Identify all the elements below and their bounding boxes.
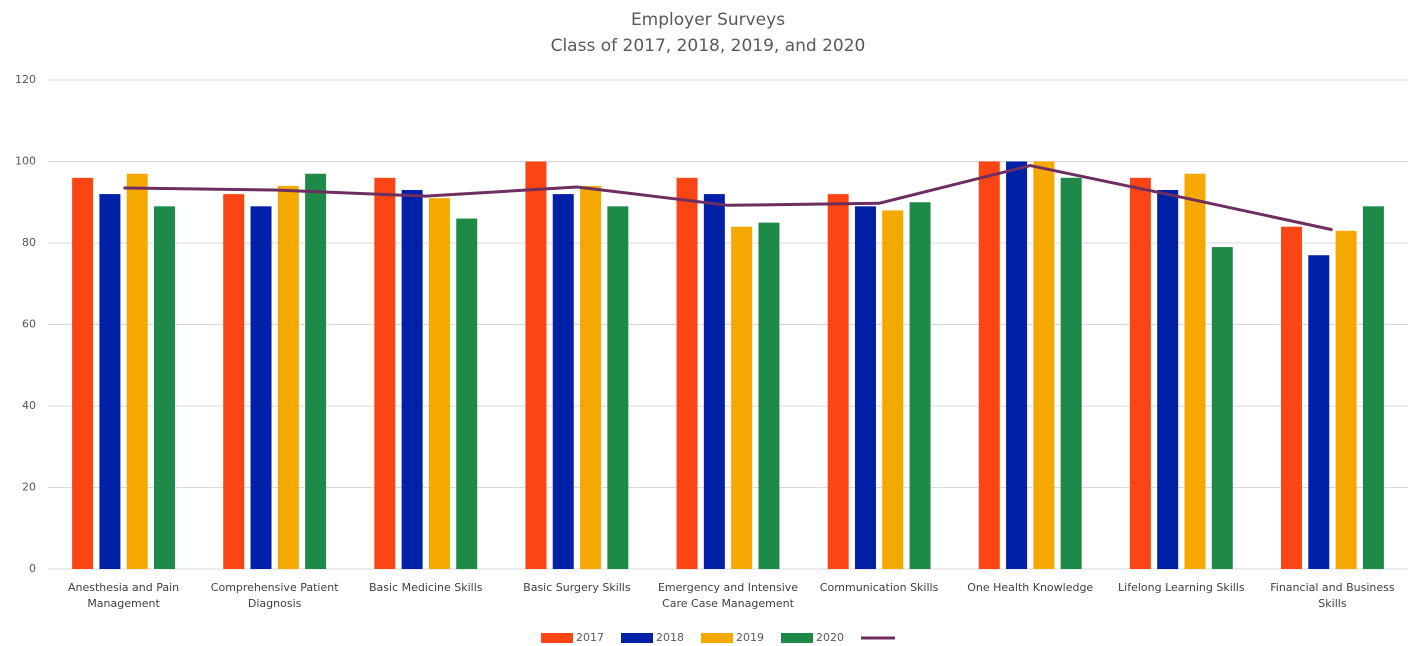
bar [978,161,1000,569]
bar [126,173,148,569]
bar [305,173,327,569]
x-tick-label: One Health Knowledge [967,581,1094,594]
y-tick-label: 0 [29,562,36,575]
bar [456,218,478,570]
x-tick-label: Basic Medicine Skills [369,581,483,594]
bar [277,185,299,569]
bar [1335,230,1357,569]
x-tick-label: Communication Skills [819,581,939,594]
bar [1060,177,1082,570]
y-tick-label: 40 [22,399,36,412]
x-tick-label: Anesthesia and Pain Management [67,581,180,610]
bar [1184,173,1206,569]
bar [1308,255,1330,569]
bar [72,177,94,570]
bar [154,206,176,569]
bar [223,194,245,569]
y-tick-label: 120 [15,73,36,86]
legend-swatch [781,633,813,643]
bar [1211,247,1233,569]
legend-swatch [541,633,573,643]
bar [1362,206,1384,569]
bar [1129,177,1151,570]
x-tick-label: Lifelong Learning Skills [1118,581,1245,594]
bar [909,202,931,569]
x-tick-label: Emergency and Intensive Care Case Manage… [657,581,799,610]
bar [401,190,423,569]
bar [1006,161,1028,569]
legend-swatch [701,633,733,643]
legend-label: 2018 [656,631,684,644]
legend-label: 2020 [816,631,844,644]
legend-label: 2017 [576,631,604,644]
bar [827,194,849,569]
bar [552,194,574,569]
line [123,164,1333,232]
bar [676,177,698,570]
x-tick-label: Basic Surgery Skills [523,581,631,594]
bar [758,222,780,569]
bar [703,194,725,569]
y-tick-label: 100 [15,155,36,168]
chart-subtitle: Class of 2017, 2018, 2019, and 2020 [551,36,866,56]
bar [99,194,121,569]
legend-swatch [621,633,653,643]
bar [580,185,602,569]
x-tick-label: Financial and Business Skills [1270,581,1395,610]
y-tick-label: 80 [22,236,36,249]
legend-label: 2019 [736,631,764,644]
bar [1280,226,1302,569]
bar [607,206,629,569]
bar [428,198,450,570]
y-tick-label: 60 [22,318,36,331]
bar [882,210,904,569]
x-tick-label: Comprehensive Patient Diagnosis [210,581,339,610]
chart-title: Employer Surveys [631,10,785,30]
y-tick-label: 20 [22,481,36,494]
bar [731,226,753,569]
bar [374,177,396,570]
bar [1033,161,1055,569]
bar [525,161,547,569]
bar [854,206,876,569]
bar [1157,190,1179,569]
bar [250,206,272,569]
